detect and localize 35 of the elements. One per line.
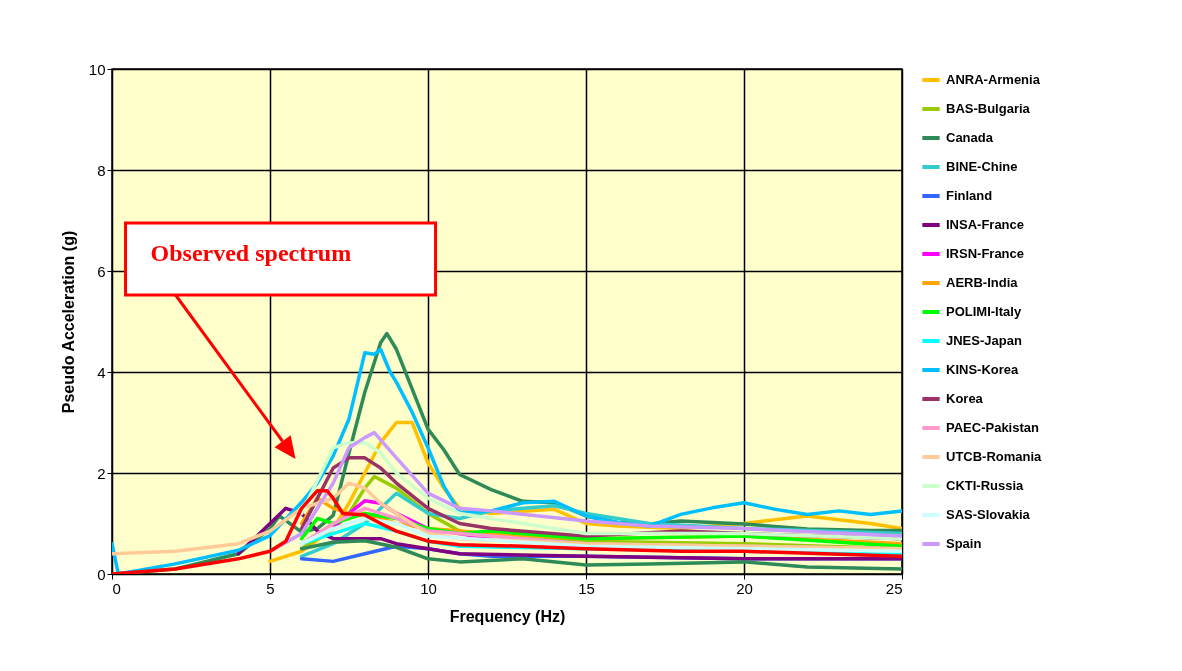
x-tick-label: 5 <box>266 579 275 597</box>
legend-label: UTCB-Romania <box>946 449 1043 464</box>
legend-label: IRSN-France <box>946 246 1025 261</box>
x-tick-label: 15 <box>578 579 595 597</box>
y-axis-title: Pseudo Acceleration (g) <box>59 230 77 414</box>
x-tick-label: 20 <box>736 579 753 597</box>
legend-label: SAS-Slovakia <box>946 507 1031 522</box>
legend-label: PAEC-Pakistan <box>946 420 1040 435</box>
line-series <box>236 506 902 561</box>
legend-label: AERB-India <box>946 275 1019 290</box>
legend-label: Spain <box>946 536 982 551</box>
annotation: Observed spectrum <box>150 240 352 266</box>
y-tick-label: 8 <box>97 161 106 179</box>
x-tick-label: 25 <box>885 579 903 597</box>
x-axis-title: Frequency (Hz) <box>449 607 566 625</box>
legend-label: BINE-Chine <box>946 159 1018 174</box>
legend-label: Korea <box>946 391 984 406</box>
legend-label: CKTI-Russia <box>946 478 1025 493</box>
line-series <box>299 538 902 571</box>
legend-label: ANRA-Armenia <box>946 72 1041 87</box>
y-tick-label: 4 <box>97 363 106 381</box>
y-tick-label: 6 <box>97 262 106 280</box>
legend-label: JNES-Japan <box>946 333 1022 348</box>
legend-label: KINS-Korea <box>946 362 1020 377</box>
y-tick-label: 0 <box>97 565 106 583</box>
x-tick-label: 0 <box>112 579 121 597</box>
legend-label: Finland <box>946 188 993 203</box>
legend-label: INSA-France <box>946 217 1025 232</box>
y-tick-label: 10 <box>88 60 106 78</box>
x-tick-label: 10 <box>420 579 437 597</box>
legend-label: POLIMI-Italy <box>946 304 1022 319</box>
legend-label: BAS-Bulgaria <box>946 101 1031 116</box>
line-series <box>299 440 902 541</box>
legend-label: Canada <box>946 130 994 145</box>
y-tick-label: 2 <box>97 464 106 482</box>
